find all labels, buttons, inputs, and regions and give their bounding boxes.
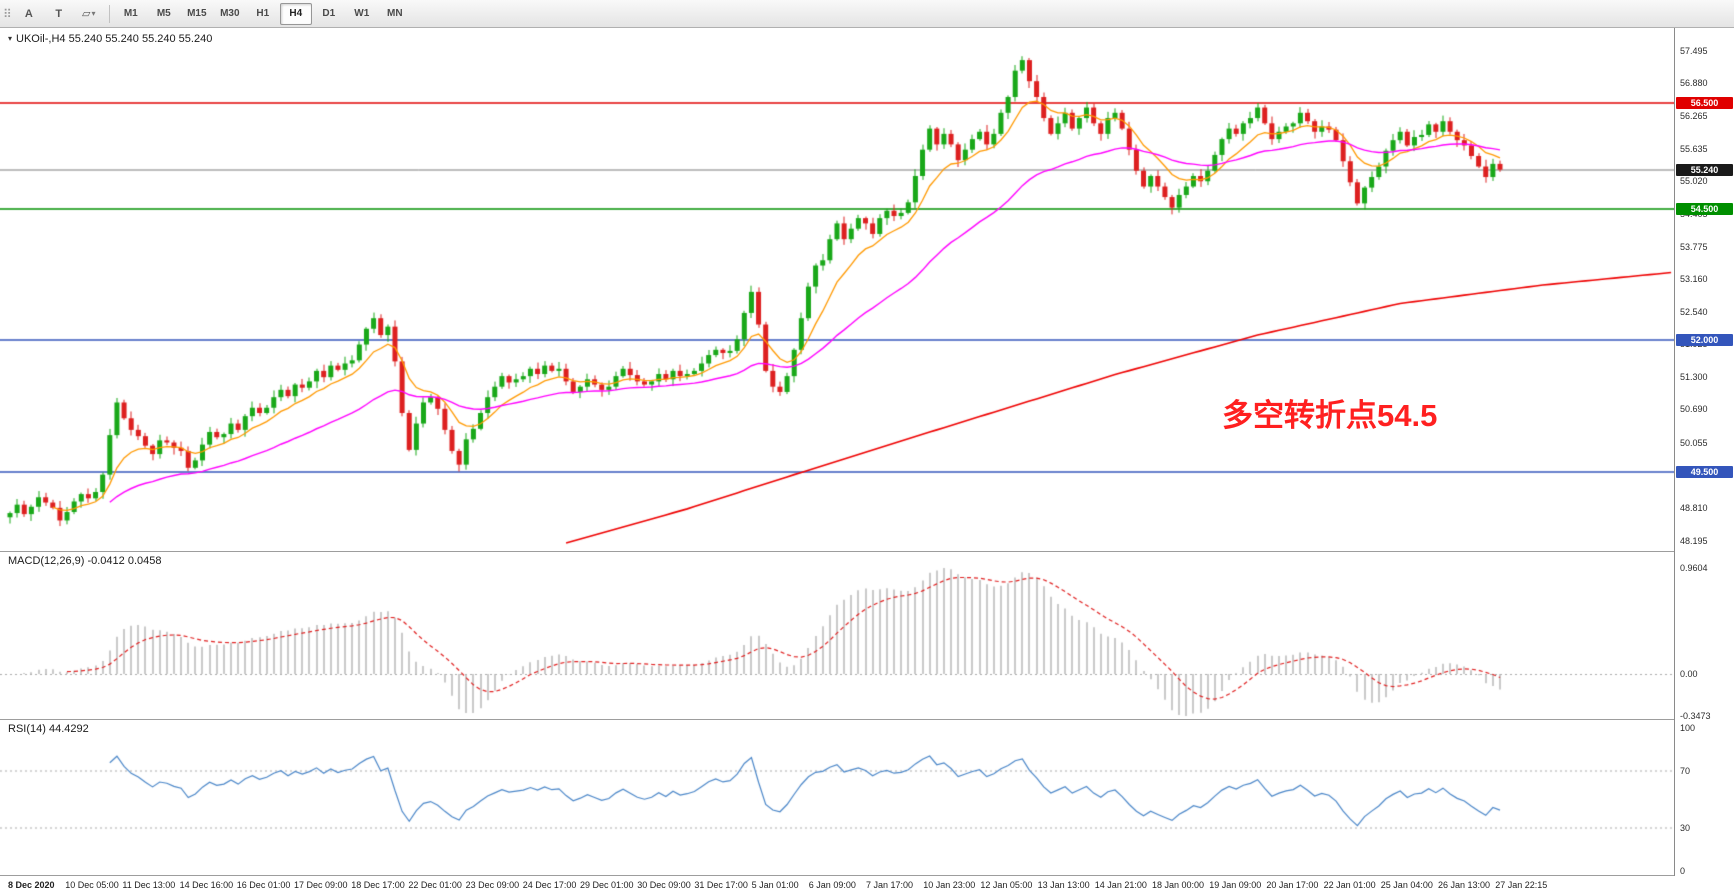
time-axis-label: 31 Dec 17:00: [694, 880, 748, 890]
time-axis-label: 8 Dec 2020: [8, 880, 55, 890]
time-axis-label: 23 Dec 09:00: [465, 880, 520, 890]
macd-header: MACD(12,26,9) -0.0412 0.0458: [8, 555, 162, 567]
price-axis-label: 50.055: [1680, 437, 1708, 448]
macd-axis-label: 0.9604: [1680, 563, 1708, 573]
timeframe-d1-button[interactable]: D1: [322, 8, 336, 19]
time-axis-label: 27 Jan 22:15: [1495, 880, 1548, 890]
shapes-dropdown-button[interactable]: ▱ ▾: [82, 8, 96, 20]
chevron-down-icon: ▾: [91, 9, 96, 18]
toolbar-separator: [108, 4, 110, 23]
time-axis-label: 5 Jan 01:00: [751, 880, 799, 890]
price-level-badge: 54.500: [1676, 202, 1733, 215]
rsi-header: RSI(14) 44.4292: [8, 723, 89, 735]
price-axis-label: 56.265: [1680, 110, 1708, 121]
timeframe-h4-button[interactable]: H4: [279, 2, 312, 25]
rsi-axis-label: 30: [1680, 823, 1691, 834]
timeframe-m15-button[interactable]: M15: [187, 8, 207, 19]
time-axis-label: 14 Dec 16:00: [179, 880, 234, 890]
rsi-axis-label: 70: [1680, 765, 1691, 776]
price-axis-label: 53.160: [1680, 274, 1708, 285]
macd-panel-divider[interactable]: [0, 551, 1734, 552]
price-axis-label: 51.300: [1680, 372, 1708, 383]
time-axis-label: 22 Jan 01:00: [1323, 880, 1376, 890]
time-axis-label: 19 Jan 09:00: [1209, 880, 1262, 890]
toolbar-drag-handle[interactable]: ⠿: [3, 6, 12, 21]
time-axis-label: 16 Dec 01:00: [236, 880, 291, 890]
timeframe-mn-button[interactable]: MN: [387, 8, 403, 19]
time-axis-label: 10 Jan 23:00: [923, 880, 976, 890]
time-axis-divider: [0, 875, 1734, 876]
time-axis-label: 24 Dec 17:00: [522, 880, 577, 890]
time-axis-label: 18 Dec 17:00: [351, 880, 405, 890]
price-axis-label: 57.495: [1680, 45, 1708, 56]
price-level-badge: 55.240: [1676, 163, 1733, 176]
symbol-dropdown-icon[interactable]: ▾: [8, 34, 13, 43]
time-axis-label: 20 Jan 17:00: [1266, 880, 1319, 890]
chart-symbol-title: ▾ UKOil-,H4 55.240 55.240 55.240 55.240: [8, 33, 212, 45]
chart-text-annotation[interactable]: 多空转折点54.5: [1222, 398, 1438, 433]
time-axis-label: 13 Jan 13:00: [1037, 880, 1090, 890]
price-level-badge: 49.500: [1676, 465, 1733, 478]
timeframe-m1-button[interactable]: M1: [123, 8, 138, 19]
price-axis-label: 56.880: [1680, 78, 1708, 89]
timeframe-m30-button[interactable]: M30: [220, 8, 240, 19]
timeframe-h1-button[interactable]: H1: [256, 8, 270, 19]
drawing-tools-group: A T ▱ ▾: [14, 2, 104, 25]
timeframes-group: M1 M5 M15 M30 H1 H4 D1 W1 MN: [115, 2, 411, 25]
time-axis-label: 7 Jan 17:00: [866, 880, 914, 890]
rsi-axis-label: 100: [1680, 723, 1696, 733]
symbol-ohlc-text: UKOil-,H4 55.240 55.240 55.240 55.240: [16, 33, 213, 45]
price-axis-label: 53.775: [1680, 241, 1708, 252]
time-axis-label: 25 Jan 04:00: [1380, 880, 1433, 890]
macd-axis-label: 0.00: [1680, 669, 1698, 679]
time-axis-label: 30 Dec 09:00: [637, 880, 691, 890]
text-label-tool-button[interactable]: T: [55, 7, 63, 20]
price-axis-label: 48.195: [1680, 535, 1708, 546]
price-chart-canvas[interactable]: [0, 28, 1674, 551]
price-level-badge: 56.500: [1676, 97, 1733, 110]
time-axis-label: 14 Jan 21:00: [1094, 880, 1147, 890]
time-axis-label: 26 Jan 13:00: [1438, 880, 1491, 890]
time-axis[interactable]: 8 Dec 2020 10 Dec 05:00 11 Dec 13:00 14 Dec…: [0, 876, 1674, 896]
time-axis-label: 29 Dec 01:00: [580, 880, 634, 890]
price-axis-label: 55.020: [1680, 176, 1708, 187]
time-axis-label: 18 Jan 00:00: [1152, 880, 1205, 890]
time-axis-label: 6 Jan 09:00: [808, 880, 856, 890]
price-level-badge: 52.000: [1676, 334, 1733, 347]
time-axis-label: 22 Dec 01:00: [408, 880, 462, 890]
macd-axis-label: -0.3473: [1680, 711, 1711, 721]
rsi-indicator-canvas[interactable]: [0, 720, 1674, 875]
time-axis-label: 17 Dec 09:00: [294, 880, 348, 890]
time-axis-label: 12 Jan 05:00: [980, 880, 1033, 890]
price-axis[interactable]: 57.49556.88056.26555.63555.02054.40553.7…: [1674, 28, 1734, 876]
time-axis-label: 11 Dec 13:00: [122, 880, 176, 890]
price-axis-label: 55.635: [1680, 143, 1708, 154]
price-axis-label: 48.810: [1680, 503, 1708, 514]
time-axis-label: 10 Dec 05:00: [65, 880, 119, 890]
rsi-axis-label: 0: [1680, 866, 1686, 876]
macd-indicator-canvas[interactable]: [0, 552, 1674, 719]
text-tool-button[interactable]: A: [24, 7, 33, 20]
timeframe-w1-button[interactable]: W1: [354, 8, 370, 19]
rsi-panel-divider[interactable]: [0, 719, 1734, 720]
toolbar: ⠿ A T ▱ ▾ M1 M5 M15 M30 H1 H4 D1 W1 MN: [0, 0, 1734, 28]
price-axis-label: 52.540: [1680, 306, 1708, 317]
timeframe-m5-button[interactable]: M5: [156, 8, 171, 19]
price-axis-label: 50.690: [1680, 404, 1708, 415]
